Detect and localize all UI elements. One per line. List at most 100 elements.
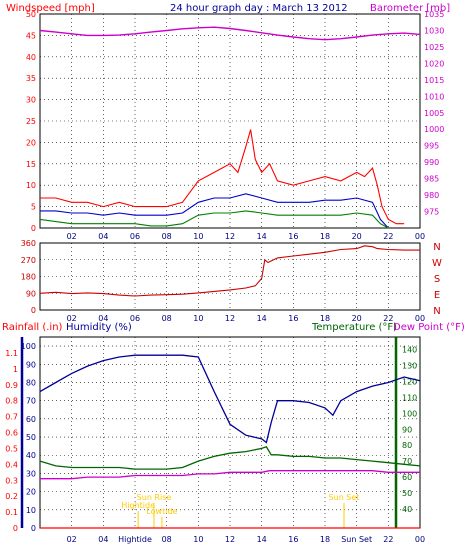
humidity-tick-label: 90 [26, 360, 36, 369]
compass-label: E [434, 290, 440, 301]
windspeed-tick-label: 40 [26, 53, 36, 62]
windspeed-tick-label: 30 [26, 96, 36, 105]
rainfall-tick-label: 0.9 [5, 381, 18, 390]
x-tick-label: 10 [193, 232, 203, 241]
dew-point-line [40, 470, 420, 480]
direction-tick-label: 270 [21, 256, 36, 265]
temperature-line [39, 446, 421, 470]
humidity-tick-label: 100 [21, 342, 36, 351]
humidity-tick-label: 0 [31, 524, 36, 533]
x-tick-label: 08 [162, 314, 172, 323]
wind-min-line [39, 210, 389, 229]
barometer-line [39, 26, 421, 41]
event-label: Hightide [121, 501, 155, 510]
x-tick-label: 14 [257, 232, 267, 241]
humidity-tick-label: 60 [26, 415, 36, 424]
event-label: Sun Set [329, 493, 360, 502]
chart-title: 24 hour graph day : March 13 2012 [170, 3, 348, 14]
plot-area [39, 336, 421, 529]
temperature-tick-label: 90 [402, 425, 412, 434]
x-tick-label: 04 [98, 314, 108, 323]
temperature-tick-label: 110 [402, 393, 417, 402]
temperature-tick-label: 120 [402, 378, 417, 387]
event-label: Sun Rise [137, 493, 172, 502]
x-tick-label: Hightide [118, 535, 152, 544]
rainfall-legend: Rainfall (.in) [2, 322, 63, 333]
temperature-tick-label: 50 [402, 489, 412, 498]
rainfall-tick-label: 0.5 [5, 444, 18, 453]
windspeed-tick-label: 45 [26, 31, 36, 40]
x-tick-label: 20 [352, 232, 362, 241]
humidity-tick-label: 20 [26, 488, 36, 497]
barometer-axis-title: Barometer [mb] [370, 3, 450, 14]
x-tick-label: 18 [320, 314, 330, 323]
barometer-tick-label: 1035 [424, 10, 444, 19]
humidity-tick-label: 50 [26, 433, 36, 442]
x-tick-label: 00 [415, 314, 425, 323]
temperature-tick-label: 70 [402, 457, 412, 466]
windspeed-tick-label: 20 [26, 138, 36, 147]
barometer-tick-label: 995 [424, 142, 439, 151]
x-tick-label: 20 [352, 314, 362, 323]
windspeed-tick-label: 35 [26, 74, 36, 83]
compass-label: N [433, 242, 440, 253]
x-tick-label: 06 [130, 314, 140, 323]
x-tick-label: 06 [130, 232, 140, 241]
barometer-tick-label: 1030 [424, 26, 444, 35]
rainfall-tick-label: 0 [13, 524, 18, 533]
temperature-tick-label: 130 [402, 362, 417, 371]
x-tick-label: 22 [383, 535, 393, 544]
windspeed-tick-label: 50 [26, 10, 36, 19]
x-tick-label: 02 [67, 535, 77, 544]
x-tick-label: 02 [67, 232, 77, 241]
x-tick-label: 16 [288, 535, 298, 544]
x-tick-label: 12 [225, 232, 235, 241]
temperature-tick-label: 60 [402, 473, 412, 482]
barometer-tick-label: 1010 [424, 92, 444, 101]
rainfall-tick-label: 0.1 [5, 508, 18, 517]
x-tick-label: 18 [320, 535, 330, 544]
temperature-tick-label: 100 [402, 409, 417, 418]
barometer-tick-label: 990 [424, 158, 439, 167]
x-tick-label: 16 [288, 232, 298, 241]
wind-gust-line [40, 129, 405, 225]
rainfall-tick-label: 0.7 [5, 413, 18, 422]
x-tick-label: 22 [383, 314, 393, 323]
wind-avg-line [40, 193, 389, 229]
windspeed-tick-label: 5 [31, 203, 36, 212]
temperature-tick-label: 140 [402, 346, 417, 355]
x-tick-label: 18 [320, 232, 330, 241]
humidity-tick-label: 70 [26, 397, 36, 406]
x-tick-label: 02 [67, 314, 77, 323]
rainfall-tick-label: 0.2 [5, 492, 18, 501]
x-tick-label: 16 [288, 314, 298, 323]
rainfall-tick-label: 1.1 [5, 349, 18, 358]
rainfall-tick-label: 0.6 [5, 429, 18, 438]
barometer-tick-label: 985 [424, 175, 439, 184]
humidity-temp-panel: 02 04 Hightide 08 10 12 14 16 18 Sun Set 22 0000.10… [5, 336, 425, 544]
x-tick-label: 04 [98, 232, 108, 241]
barometer-tick-label: 975 [424, 208, 439, 217]
x-tick-label: 04 [98, 535, 108, 544]
barometer-tick-label: 1015 [424, 76, 444, 85]
humidity-tick-label: 80 [26, 378, 36, 387]
barometer-tick-label: 1005 [424, 109, 444, 118]
event-label: Lowtide [146, 507, 177, 516]
windspeed-tick-label: 0 [31, 224, 36, 233]
windspeed-tick-label: 25 [26, 117, 36, 126]
direction-tick-label: 360 [21, 239, 36, 248]
x-tick-label: Sun Set [341, 535, 372, 544]
wind-panel: 02 04 06 08 10 12 14 16 18 20 22 000510152025303540… [26, 10, 445, 241]
x-tick-label: 10 [193, 314, 203, 323]
wind-direction-line [39, 245, 420, 297]
x-tick-label: 00 [415, 232, 425, 241]
temperature-tick-label: 80 [402, 441, 412, 450]
humidity-tick-label: 40 [26, 451, 36, 460]
dewpoint-legend: Dew Point (°F) [393, 322, 465, 333]
direction-tick-label: 90 [26, 289, 36, 298]
barometer-tick-label: 980 [424, 191, 439, 200]
x-tick-label: 14 [257, 314, 267, 323]
rainfall-tick-label: 0.3 [5, 476, 18, 485]
